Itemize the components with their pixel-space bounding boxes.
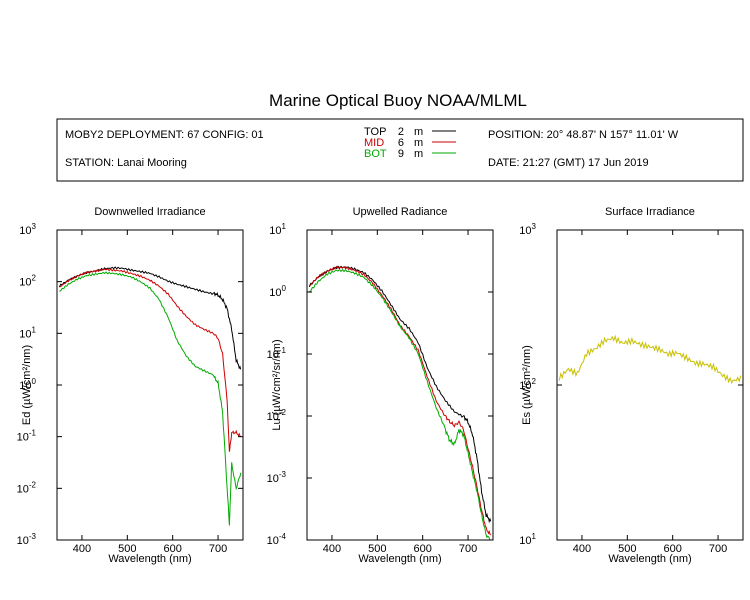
legend-mid-depth: 6 (398, 137, 404, 149)
y-tick-label: 10-3 (267, 470, 287, 485)
page-title: Marine Optical Buoy NOAA/MLML (269, 91, 527, 110)
legend-top-depth: 2 (398, 126, 404, 138)
y-tick-label: 10-4 (267, 532, 287, 547)
info-box: MOBY2 DEPLOYMENT: 67 CONFIG: 01 STATION:… (56, 118, 744, 182)
plot-3: Surface Irradiance 400 500 600 700 101 102 103 W… (519, 206, 744, 565)
plots: Downwelled Irradiance 400 500 600 700 10-3 10-… (17, 206, 744, 565)
y-tick-label: 101 (269, 222, 286, 237)
series-mid-line (59, 268, 242, 452)
y-tick-label: 10-3 (17, 532, 37, 547)
y-tick-label: 101 (519, 532, 536, 547)
legend-bot-unit: m (414, 148, 423, 160)
y-tick-label: 102 (519, 377, 536, 392)
plot-title: Downwelled Irradiance (94, 206, 205, 218)
y-tick-label: 100 (269, 284, 286, 299)
legend-mid-label: MID (364, 137, 384, 149)
y-tick-label: 102 (19, 274, 36, 289)
x-tick-label: 400 (73, 543, 91, 555)
x-tick-label: 600 (664, 543, 682, 555)
legend-top-label: TOP (364, 126, 386, 138)
series-bot-line (309, 268, 491, 541)
series-es-line (558, 334, 742, 385)
x-tick-label: 400 (323, 543, 341, 555)
plot-1: Downwelled Irradiance 400 500 600 700 10-3 10-… (17, 206, 244, 565)
y-axis-label: Lu (µW/cm²/sr/nm) (271, 339, 283, 430)
x-tick-label: 400 (573, 543, 591, 555)
y-tick-label: 10-1 (17, 429, 37, 444)
series-bot-line (59, 271, 242, 526)
plot-2: Upwelled Radiance 400 500 600 700 10-4 10-3 10-… (267, 206, 494, 565)
y-tick-label: 10-2 (267, 408, 287, 423)
legend-bot-label: BOT (364, 148, 387, 160)
x-tick-label: 700 (459, 543, 477, 555)
position-label: POSITION: 20° 48.87' N 157° 11.01' W (488, 129, 679, 141)
x-tick-label: 500 (118, 543, 136, 555)
info-box-frame (56, 118, 744, 182)
y-tick-label: 103 (519, 222, 536, 237)
series-mid-line (309, 265, 492, 536)
x-tick-label: 600 (164, 543, 182, 555)
x-tick-label: 700 (209, 543, 227, 555)
y-tick-label: 103 (19, 222, 36, 237)
x-axis-label: Wavelength (nm) (358, 553, 441, 565)
plot-frame (306, 229, 494, 541)
y-tick-label: 100 (19, 377, 36, 392)
legend-top-unit: m (414, 126, 423, 138)
deployment-label: MOBY2 DEPLOYMENT: 67 CONFIG: 01 (65, 129, 264, 141)
station-label: STATION: Lanai Mooring (65, 157, 187, 169)
y-tick-label: 10-1 (267, 346, 287, 361)
date-label: DATE: 21:27 (GMT) 17 Jun 2019 (488, 157, 649, 169)
y-axis-label: Ed (µW/cm²/nm) (21, 345, 33, 425)
y-tick-label: 101 (19, 325, 36, 340)
x-tick-label: 500 (368, 543, 386, 555)
series-top-line (58, 266, 242, 370)
depth-legend: TOP 2 m MID 6 m BOT 9 m (364, 126, 456, 160)
x-axis-label: Wavelength (nm) (608, 553, 691, 565)
series-top-line (308, 265, 492, 524)
y-tick-label: 10-2 (17, 480, 37, 495)
plot-title: Upwelled Radiance (353, 206, 448, 218)
x-tick-label: 700 (709, 543, 727, 555)
x-axis-label: Wavelength (nm) (108, 553, 191, 565)
legend-bot-depth: 9 (398, 148, 404, 160)
x-tick-label: 500 (618, 543, 636, 555)
plot-frame (556, 229, 744, 541)
legend-mid-unit: m (414, 137, 423, 149)
y-axis-label: Es (µW/cm²/nm) (521, 345, 533, 425)
plot-title: Surface Irradiance (605, 206, 695, 218)
x-tick-label: 600 (414, 543, 432, 555)
